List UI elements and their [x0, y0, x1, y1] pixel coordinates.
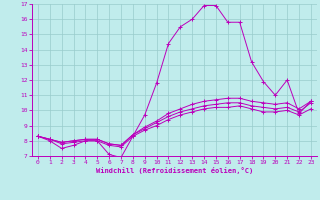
X-axis label: Windchill (Refroidissement éolien,°C): Windchill (Refroidissement éolien,°C) — [96, 167, 253, 174]
